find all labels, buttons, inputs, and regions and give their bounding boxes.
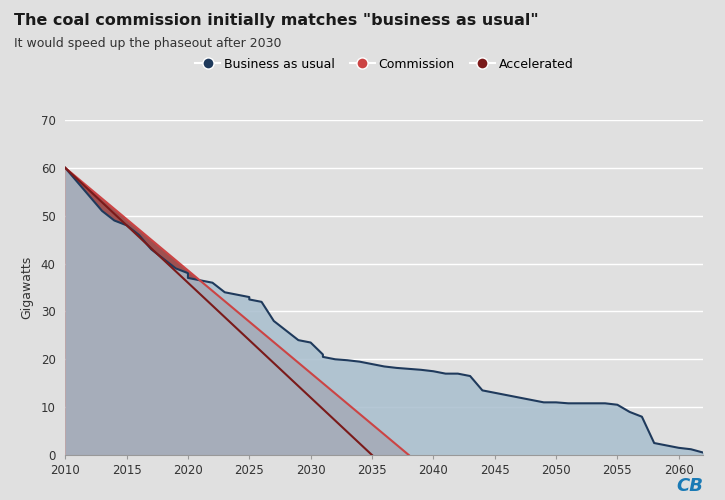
Text: CB: CB: [676, 477, 703, 495]
Text: The coal commission initially matches "business as usual": The coal commission initially matches "b…: [14, 12, 539, 28]
Legend: Business as usual, Commission, Accelerated: Business as usual, Commission, Accelerat…: [190, 52, 579, 76]
Y-axis label: Gigawatts: Gigawatts: [21, 256, 33, 319]
Text: It would speed up the phaseout after 2030: It would speed up the phaseout after 203…: [14, 38, 282, 51]
